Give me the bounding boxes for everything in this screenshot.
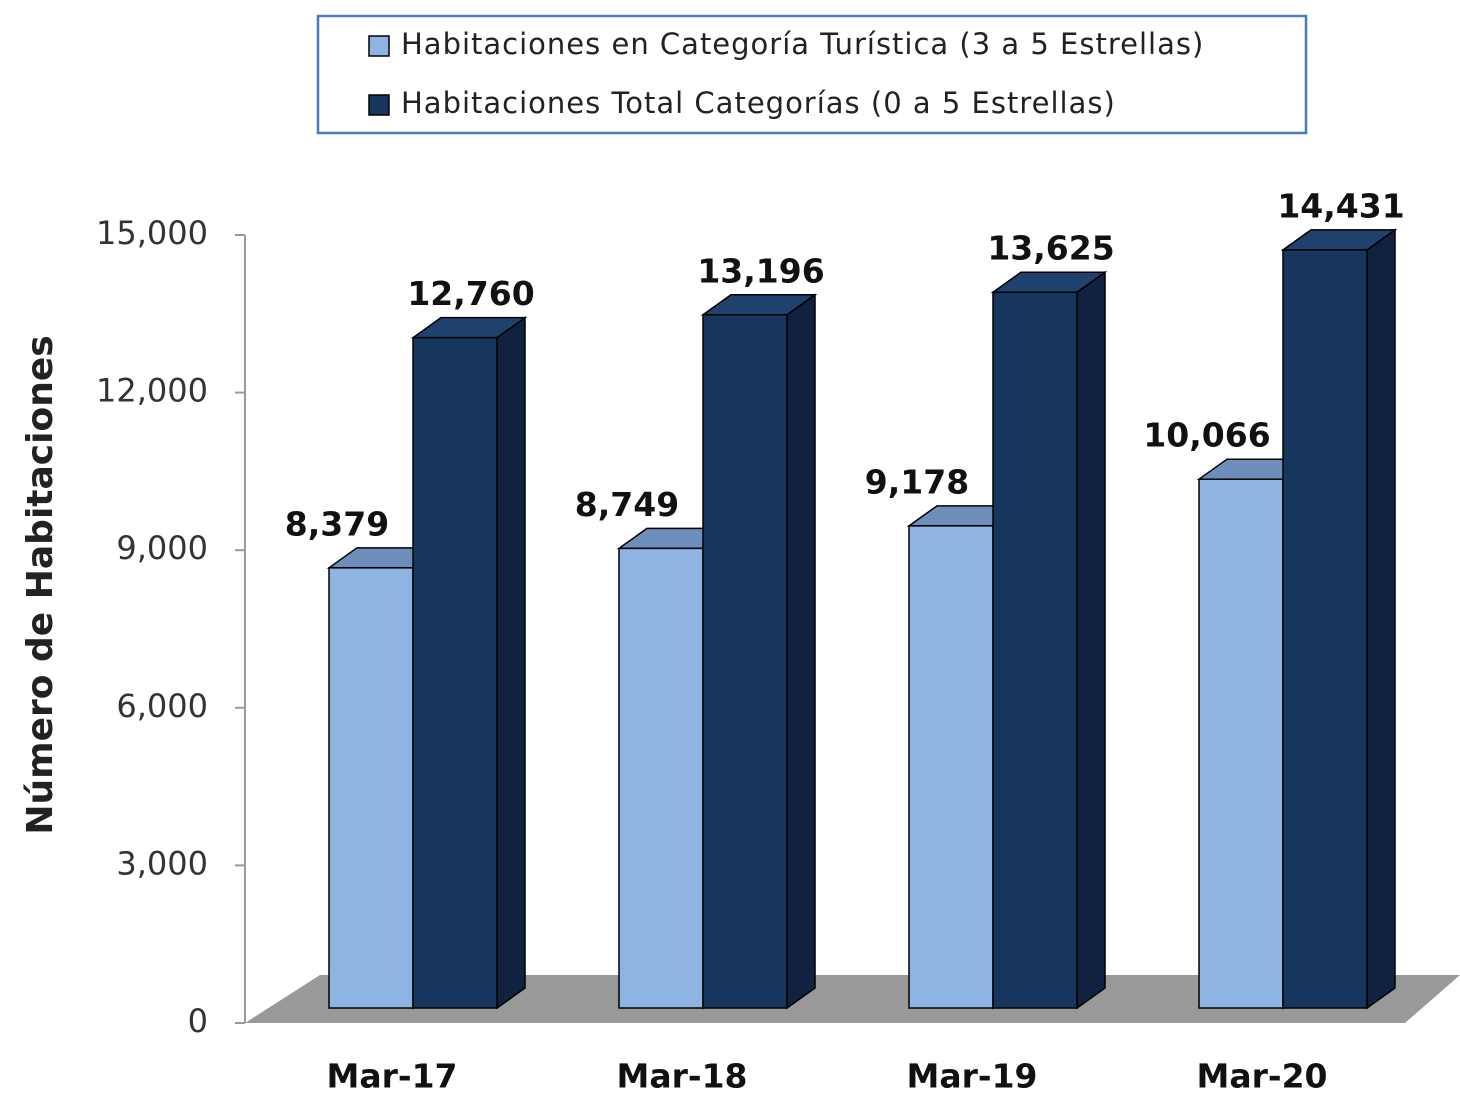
bar xyxy=(702,314,788,1009)
data-label: 10,066 xyxy=(1143,416,1270,455)
y-tick-label: 9,000 xyxy=(116,529,208,567)
x-tick-label: Mar-17 xyxy=(326,1057,457,1096)
y-tick-label: 12,000 xyxy=(96,372,208,410)
bar-side xyxy=(1076,270,1106,1010)
data-label: 13,625 xyxy=(987,229,1114,268)
bar-side xyxy=(496,316,526,1010)
bar xyxy=(618,547,704,1009)
legend-box xyxy=(316,14,1308,135)
bar xyxy=(992,291,1078,1009)
bar-side xyxy=(786,293,816,1010)
x-tick-label: Mar-19 xyxy=(906,1057,1037,1096)
legend-swatch xyxy=(368,35,390,57)
legend-label: Habitaciones en Categoría Turística (3 a… xyxy=(401,27,1204,61)
data-label: 8,379 xyxy=(285,504,389,543)
bar-side xyxy=(1366,228,1396,1010)
data-label: 14,431 xyxy=(1277,186,1404,225)
x-tick-label: Mar-18 xyxy=(616,1057,747,1096)
legend-label: Habitaciones Total Categorías (0 a 5 Est… xyxy=(401,86,1116,120)
legend-swatch xyxy=(368,94,390,116)
bar xyxy=(1282,249,1368,1009)
bar xyxy=(412,336,498,1009)
y-axis-label: Número de Habitaciones xyxy=(20,335,61,834)
data-label: 12,760 xyxy=(407,274,534,313)
data-label: 13,196 xyxy=(697,251,824,290)
y-tick-label: 6,000 xyxy=(116,687,208,725)
bar xyxy=(328,567,414,1009)
y-tick-label: 3,000 xyxy=(116,844,208,882)
x-tick-label: Mar-20 xyxy=(1196,1057,1327,1096)
y-tick-label: 0 xyxy=(188,1002,208,1040)
y-tick-label: 15,000 xyxy=(96,214,208,252)
bar xyxy=(1198,478,1284,1009)
data-label: 9,178 xyxy=(865,462,969,501)
floor xyxy=(245,975,1460,1023)
bar xyxy=(908,525,994,1009)
data-label: 8,749 xyxy=(575,485,679,524)
